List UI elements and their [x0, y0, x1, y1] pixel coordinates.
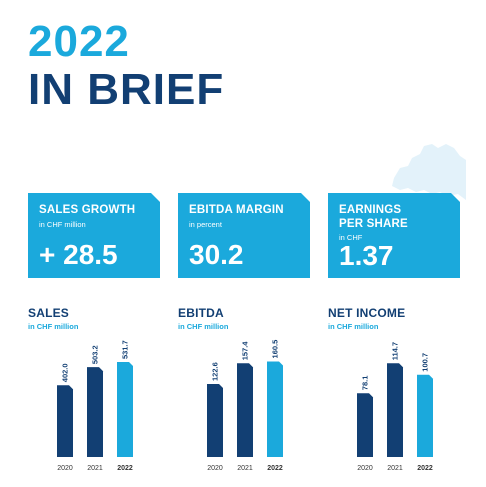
ebitda-bar-2022	[267, 361, 283, 457]
sales-value-label-2022: 531.7	[121, 340, 130, 359]
ebitda-x-tick-2020: 2020	[207, 465, 223, 472]
sales-value-label-2020: 402.0	[61, 363, 70, 382]
chart-title-ebitda: EBITDA	[178, 306, 224, 320]
kpi-sales-growth: SALES GROWTH in CHF million + 28.5	[28, 193, 160, 278]
kpi-title-line-1: EARNINGS	[339, 204, 402, 216]
sales-x-tick-2022: 2022	[117, 465, 133, 472]
sales-value-label-2021: 503.2	[91, 345, 100, 364]
sales-bar-2020	[57, 385, 73, 457]
title-in-brief: IN BRIEF	[28, 65, 225, 114]
kpi-title: SALES GROWTH	[39, 204, 136, 216]
net-income-x-tick-2021: 2021	[387, 465, 403, 472]
kpi-unit: in percent	[189, 220, 222, 229]
ebitda-value-label-2022: 160.5	[271, 340, 280, 359]
kpi-value: 30.2	[189, 239, 244, 270]
chart-unit-net-income: in CHF million	[328, 322, 379, 331]
ebitda-x-tick-2022: 2022	[267, 465, 283, 472]
net-income-bar-2022	[417, 374, 433, 457]
net-income-bar-chart: 78.1 2020 114.7 2021 100.7 2022	[357, 342, 433, 472]
chart-title-sales: SALES	[28, 306, 70, 320]
ebitda-x-tick-2021: 2021	[237, 465, 253, 472]
kpi-earnings-per-share: EARNINGS PER SHARE in CHF 1.37	[328, 193, 460, 278]
chart-title-net-income: NET INCOME	[328, 306, 406, 320]
kpi-unit: in CHF	[339, 233, 363, 242]
sales-x-tick-2020: 2020	[57, 465, 73, 472]
kpi-value: 1.37	[339, 240, 394, 271]
net-income-x-tick-2020: 2020	[357, 465, 373, 472]
chart-unit-ebitda: in CHF million	[178, 322, 229, 331]
ebitda-bar-chart: 122.6 2020 157.4 2021 160.5 2022	[207, 340, 283, 472]
ebitda-value-label-2020: 122.6	[211, 362, 220, 381]
ebitda-value-label-2021: 157.4	[241, 341, 250, 361]
kpi-title-line-2: PER SHARE	[339, 218, 408, 230]
kpi-value: + 28.5	[39, 239, 118, 270]
ebitda-bar-2020	[207, 384, 223, 457]
kpi-unit: in CHF million	[39, 220, 86, 229]
kpi-title: EBITDA MARGIN	[189, 204, 284, 216]
net-income-x-tick-2022: 2022	[417, 465, 433, 472]
ebitda-bar-2021	[237, 363, 253, 457]
map-silhouette-icon	[392, 144, 466, 200]
kpi-ebitda-margin: EBITDA MARGIN in percent 30.2	[178, 193, 310, 278]
net-income-value-label-2020: 78.1	[361, 376, 370, 391]
sales-bar-2021	[87, 367, 103, 457]
net-income-value-label-2022: 100.7	[421, 353, 430, 372]
net-income-bar-2020	[357, 393, 373, 457]
net-income-bar-2021	[387, 363, 403, 457]
chart-unit-sales: in CHF million	[28, 322, 79, 331]
title-year: 2022	[28, 17, 130, 66]
sales-x-tick-2021: 2021	[87, 465, 103, 472]
sales-bar-chart: 402.0 2020 503.2 2021 531.7 2022	[57, 340, 133, 472]
sales-bar-2022	[117, 362, 133, 457]
net-income-value-label-2021: 114.7	[391, 342, 400, 360]
kpi-title: EARNINGS PER SHARE	[339, 203, 408, 231]
